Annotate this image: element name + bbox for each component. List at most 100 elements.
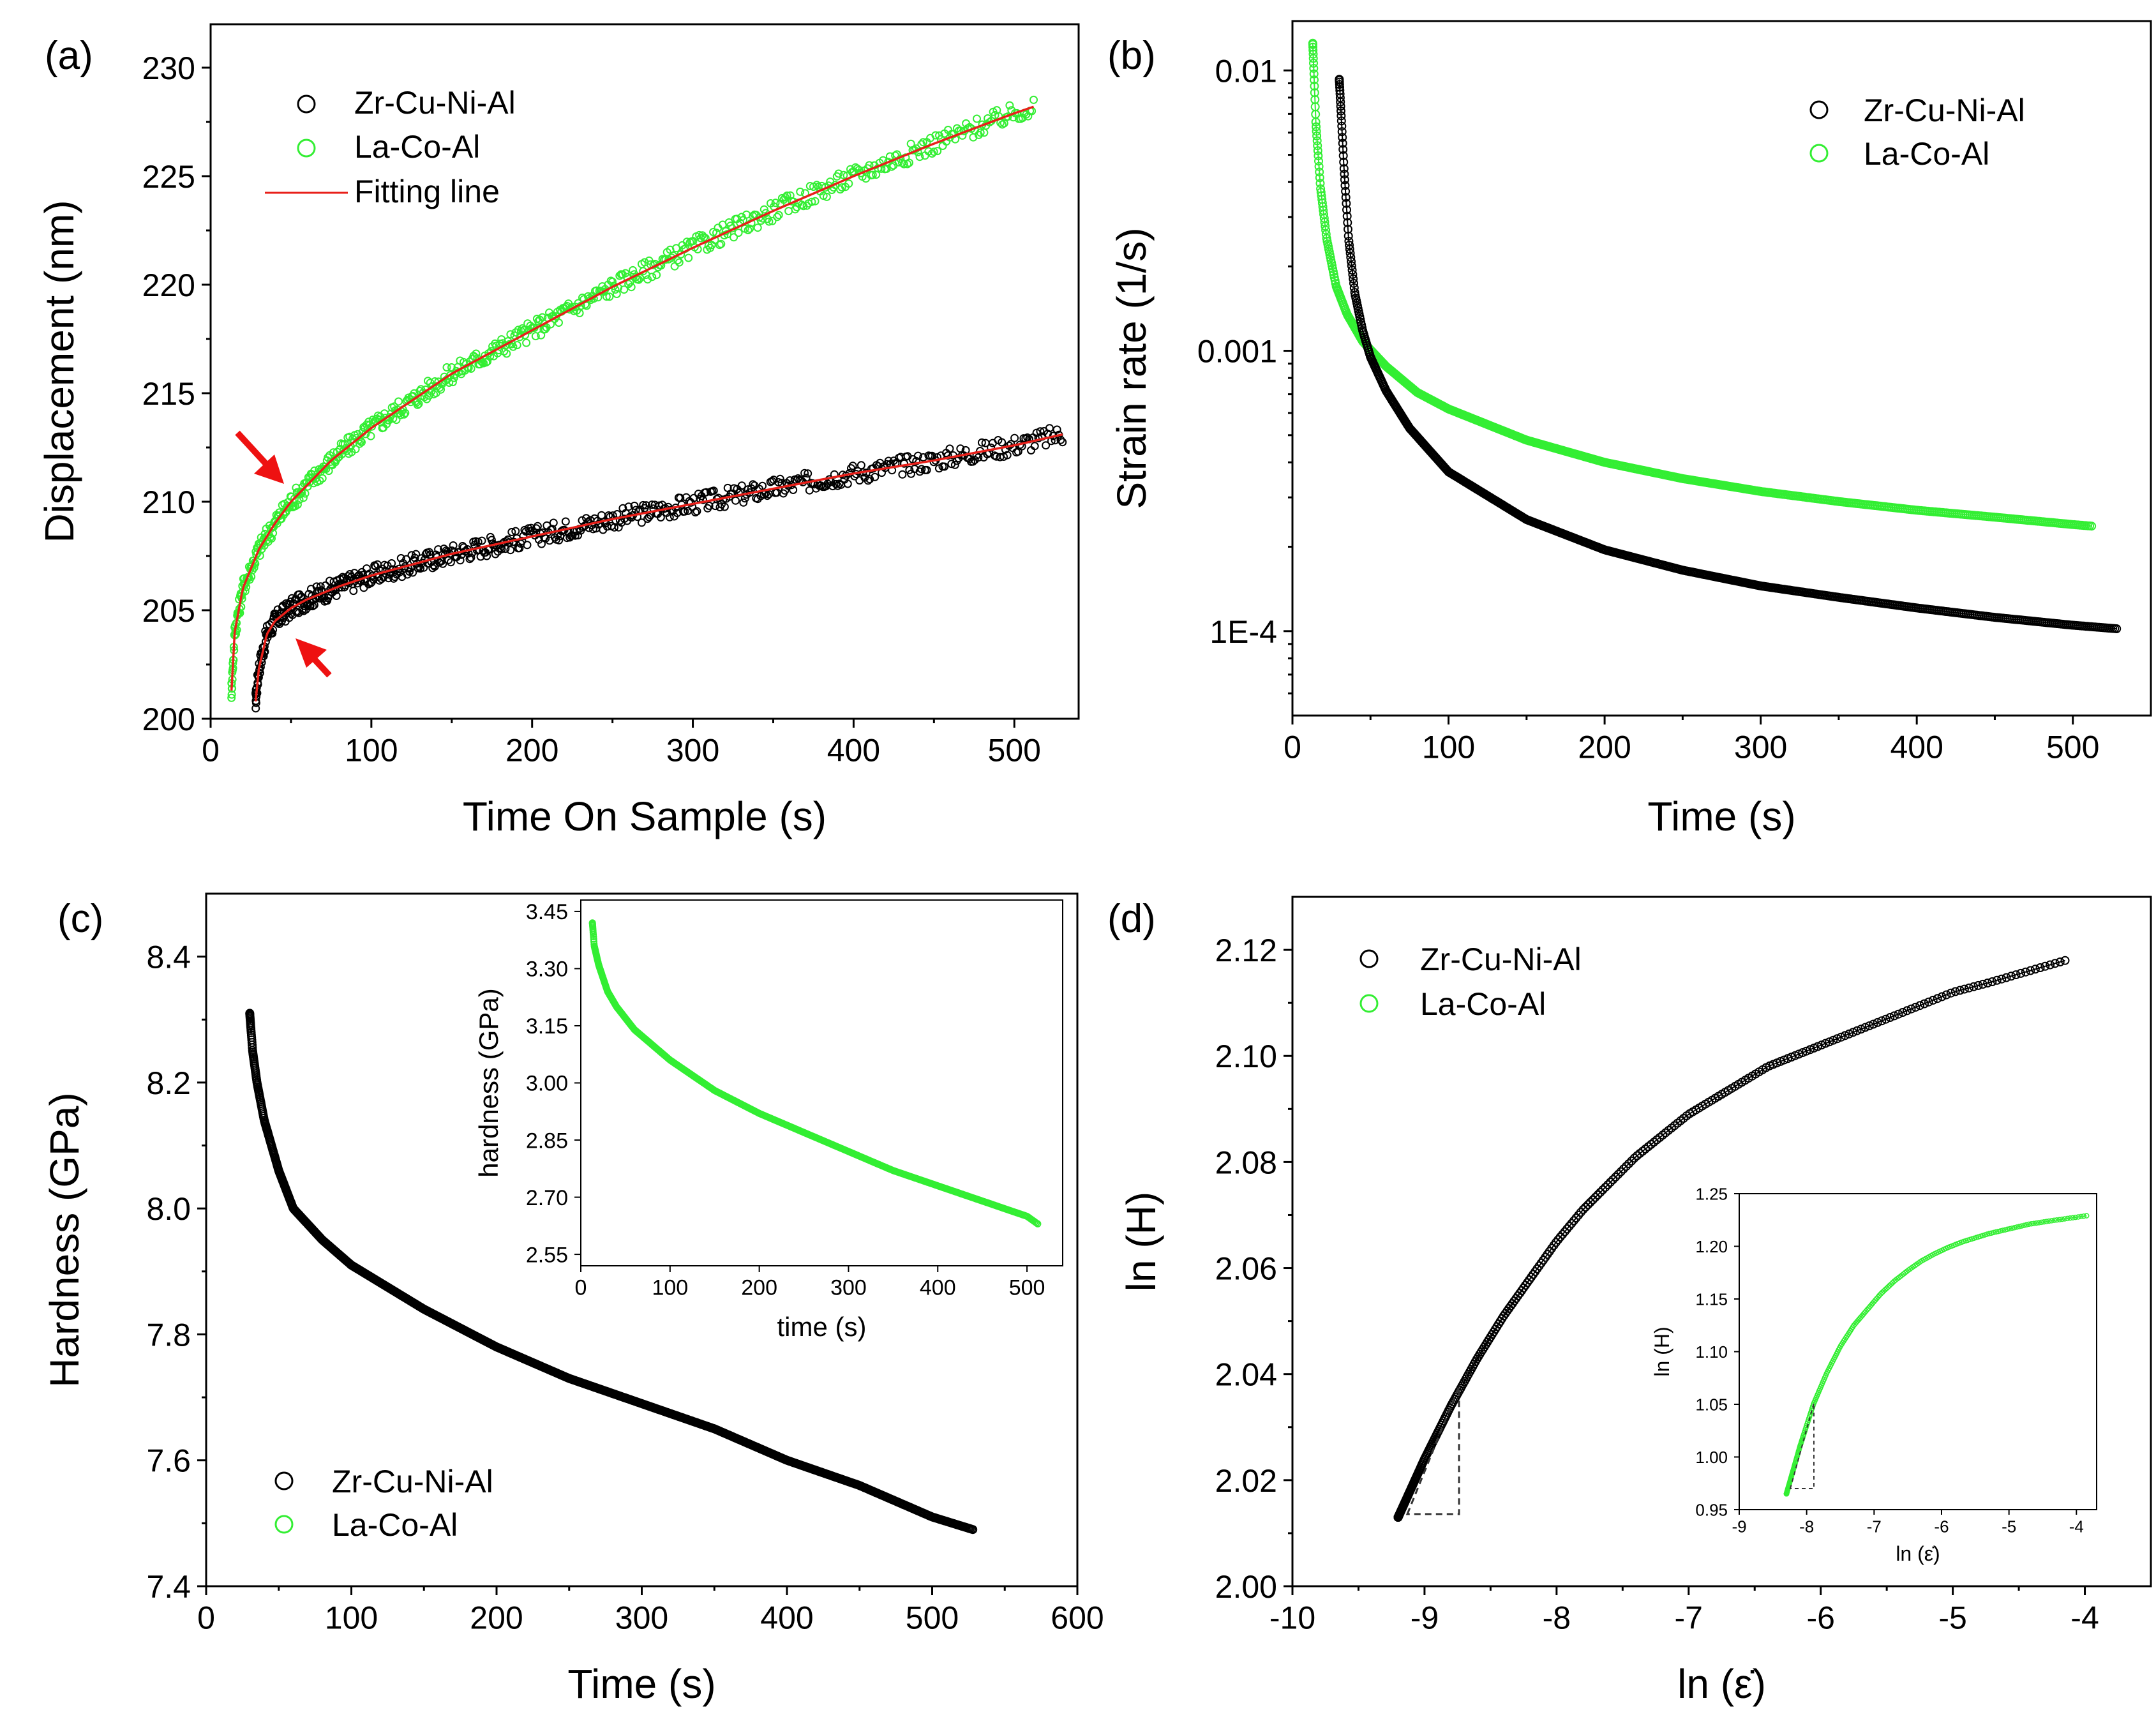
series-la-co-al-point — [605, 292, 614, 301]
y-tick-label: 2.00 — [1215, 1569, 1277, 1605]
series-zr-cu-ni-al-point — [689, 493, 698, 502]
series-zr-cu-ni-al-point — [730, 484, 738, 493]
legend-zr-label: Zr-Cu-Ni-Al — [354, 85, 516, 121]
inset-series-la-co-al-point — [590, 933, 597, 940]
series-la-co-al-point — [509, 342, 518, 351]
y-tick-label: 0.001 — [1197, 334, 1277, 370]
x-tick-label: -7 — [1675, 1600, 1703, 1636]
series-zr-cu-ni-al-point — [1335, 93, 1345, 103]
series-la-co-al-point — [293, 500, 302, 509]
y-tick-label: 2.10 — [1215, 1039, 1277, 1074]
series-zr-cu-ni-al-point — [456, 556, 465, 565]
y-tick-label: 200 — [142, 702, 195, 737]
series-la-co-al-point — [837, 183, 846, 192]
series-la-co-al-point — [782, 191, 791, 200]
series-zr-cu-ni-al-point — [637, 518, 646, 527]
series-zr-cu-ni-al-point — [641, 501, 650, 510]
series-zr-cu-ni-al-point — [467, 553, 475, 562]
legend-zr-label: Zr-Cu-Ni-Al — [1864, 93, 2025, 128]
x-tick-label: -6 — [1934, 1517, 1949, 1536]
series-la-co-al-point — [1029, 95, 1038, 104]
series-zr-cu-ni-al-point — [1603, 1180, 1613, 1190]
series-la-co-al-point — [299, 493, 308, 502]
series-zr-cu-ni-al-point — [1336, 106, 1345, 116]
series-la-co-al-point — [844, 179, 853, 188]
x-tick-label: -7 — [1867, 1517, 1882, 1536]
x-tick-label: 600 — [1051, 1600, 1104, 1636]
inset-series-la-co-al-point — [2051, 1217, 2057, 1224]
series-zr-cu-ni-al-point — [2035, 963, 2045, 972]
series-zr-cu-ni-al-point — [865, 475, 874, 484]
series-zr-cu-ni-al-point — [496, 544, 505, 552]
series-la-co-al-point — [796, 187, 805, 196]
series-zr-cu-ni-al-point — [1350, 288, 1359, 297]
x-tick-label: -9 — [1732, 1517, 1746, 1536]
series-zr-cu-ni-al-point — [1347, 266, 1357, 275]
legend-la-label: La-Co-Al — [1864, 136, 1989, 172]
series-la-co-al-point — [513, 341, 521, 350]
series-la-co-al-point — [648, 273, 657, 281]
legend-zr-label: Zr-Cu-Ni-Al — [332, 1464, 493, 1499]
series-la-co-al-point — [1308, 54, 1318, 63]
series-zr-cu-ni-al-point — [1813, 1042, 1822, 1051]
x-axis-label: Time (s) — [567, 1661, 715, 1707]
series-zr-cu-ni-al-point — [2016, 968, 2026, 978]
x-tick-label: 300 — [615, 1600, 668, 1636]
series-la-co-al-point — [522, 338, 531, 347]
series-zr-cu-ni-al-point — [1340, 169, 1349, 179]
x-tick-label: 300 — [666, 733, 719, 769]
series-la-co-al-point — [531, 332, 540, 341]
series-la-co-al-point — [643, 275, 652, 284]
series-zr-cu-ni-al-point — [2060, 956, 2070, 965]
slope-triangle-main — [1405, 1386, 1460, 1515]
y-tick-label: 1.25 — [1695, 1184, 1728, 1203]
series-zr-cu-ni-al-point — [739, 498, 748, 507]
series-la-co-al-point — [227, 693, 236, 702]
y-axis-label: ln (H) — [1651, 1326, 1673, 1376]
inset-series-la-co-al-point — [2014, 1224, 2020, 1230]
series-zr-cu-ni-al-point — [1571, 1213, 1581, 1223]
series-zr-cu-ni-al-point — [705, 501, 714, 510]
series-zr-cu-ni-al-point — [1606, 1178, 1615, 1187]
series-la-co-al-point — [709, 228, 718, 236]
inset-series-la-co-al-point — [1864, 1307, 1870, 1312]
y-tick-label: 1.00 — [1695, 1448, 1728, 1467]
series-zr-cu-ni-al-point — [1965, 983, 1974, 993]
series-la-co-al-point — [1315, 167, 1324, 177]
series-zr-cu-ni-al-point — [775, 474, 784, 483]
series-zr-cu-ni-al-point — [1832, 1034, 1842, 1044]
series-zr-cu-ni-al-point — [2007, 972, 2016, 981]
series-la-co-al-point — [1314, 151, 1323, 161]
series-la-co-al-point — [1314, 156, 1323, 166]
series-zr-cu-ni-al-point — [1992, 975, 2002, 985]
series-zr-cu-ni-al-point — [1345, 248, 1355, 258]
series-la-co-al-point — [812, 181, 821, 190]
series-zr-cu-ni-al-point — [1911, 1002, 1920, 1012]
fit-line-zr-cu-ni-al — [254, 433, 1063, 702]
series-la-co-al-point — [717, 239, 726, 248]
series-zr-cu-ni-al-point — [749, 480, 758, 489]
series-zr-cu-ni-al-point — [497, 544, 506, 553]
y-axis-label: Displacement (nm) — [36, 200, 82, 543]
y-tick-label: 2.02 — [1215, 1463, 1277, 1499]
series-la-co-al-point — [684, 253, 693, 262]
x-tick-label: 400 — [920, 1276, 956, 1300]
y-axis-label: Hardness (GPa) — [41, 1092, 87, 1387]
series-la-co-al-point — [627, 283, 636, 292]
inset-series-la-co-al-point — [1882, 1287, 1888, 1293]
series-zr-cu-ni-al-point — [1578, 1205, 1588, 1214]
series-la-co-al-point — [366, 432, 375, 440]
series-la-co-al-point — [414, 400, 423, 409]
series-zr-cu-ni-al-point — [1873, 1017, 1882, 1027]
y-tick-label: 210 — [142, 484, 195, 520]
panel-a-legend: Zr-Cu-Ni-Al La-Co-Al Fitting line — [265, 85, 516, 209]
inset-series-la-co-al-point — [2041, 1219, 2047, 1225]
series-zr-cu-ni-al-point — [1341, 186, 1351, 196]
series-la-co-al-point — [734, 229, 743, 237]
series-zr-cu-ni-al-point — [1889, 1011, 1899, 1021]
inset-series-la-co-al-point — [2054, 1217, 2060, 1223]
series-zr-cu-ni-al-point — [2046, 960, 2055, 970]
y-tick-label: 205 — [142, 593, 195, 629]
series-la-co-al-point — [777, 193, 786, 202]
x-tick-label: 100 — [325, 1600, 378, 1636]
